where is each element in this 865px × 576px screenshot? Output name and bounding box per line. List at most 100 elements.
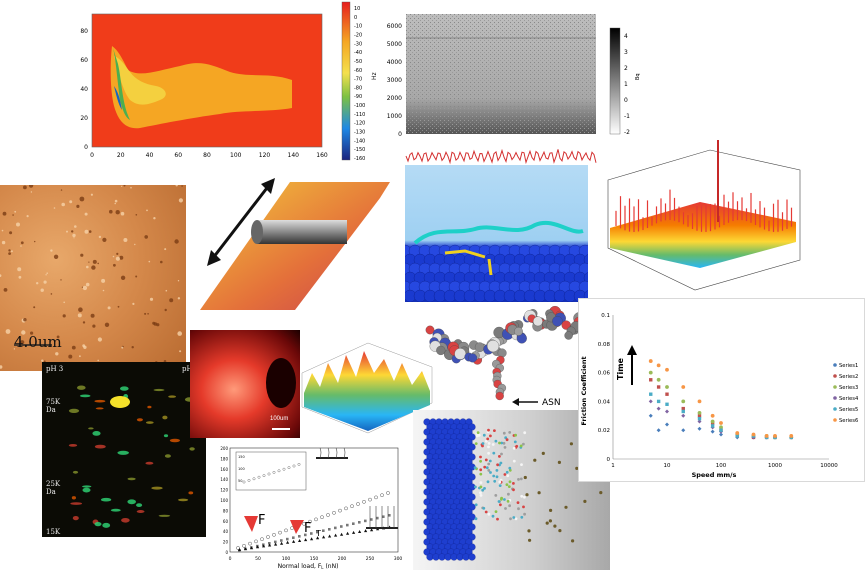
ion-particle [498,484,502,487]
afm-particle [88,230,92,233]
afm-particle [77,313,82,318]
asn-label: ASN [542,398,561,408]
gel-spot [95,407,104,410]
fluorescence-image: 100um [190,330,300,438]
load-marker-square [316,530,319,534]
load-marker-triangle [250,546,254,550]
load-marker-triangle [334,533,338,537]
ion-particle [474,442,478,445]
afm-particle [104,322,110,327]
afm-particle [164,248,167,251]
load-marker-open [368,497,372,502]
friction-point [697,399,702,404]
friction-x-tick: 10 [664,463,671,469]
load-inset-markers [242,462,301,484]
load-marker-open [272,532,276,537]
gel-spot [145,461,154,465]
heatmap-y-tick: 20 [80,115,88,122]
inset-marker [242,480,246,484]
ion-particle [508,466,512,470]
terrain3d-svg [301,342,433,434]
gel-spot [68,444,78,447]
afm-particle [60,279,62,281]
ion-particle [479,485,483,489]
friction-point [719,425,723,430]
motion-arrow-tail [207,250,221,266]
heatmap-x-tick: 160 [316,152,328,159]
afm-particle [123,184,126,187]
ion-particle [517,507,520,511]
nanotube-atom [438,553,446,561]
nanotube-cylinder [423,418,476,561]
inset-marker [287,466,291,469]
afm-particle [1,240,6,245]
ion-particle [508,480,512,484]
afm-particle [164,308,167,312]
load-inset-ticks: 150 100 50 [238,455,245,483]
ion-particle [495,469,499,472]
load-marker-open [386,491,390,495]
ion-particle [498,455,501,458]
roller-schematic [195,170,395,320]
heatmap-region-yellow [114,56,166,105]
ion-particle [479,481,483,484]
gel-spot [71,496,76,500]
load-y-tick: 160 [220,467,228,472]
afm-particle [21,330,26,335]
molecule-atom [564,331,573,340]
ion-particle [473,466,477,470]
ion-particle [482,433,486,437]
afm-particle [114,199,118,203]
heatmap-cbar-tick: -150 [354,147,365,153]
afm-particle [120,275,126,280]
friction-point [665,402,669,406]
friction-point [665,385,669,389]
heatmap-cbar-tick: -30 [354,41,362,47]
load-marker-triangle [346,531,350,535]
afm-particle [116,252,119,255]
ion-particle [474,503,478,507]
afm-particle [144,312,147,315]
spectrogram-cbar-tick: -1 [624,113,630,120]
molecule-atom [533,316,543,327]
afm-particle [91,265,96,270]
friction-point [681,409,685,414]
heatmap-cbar-tick: -130 [354,130,365,136]
friction-x-tick: 10000 [820,463,838,469]
load-marker-triangle [364,529,368,533]
heatmap-cbar-tick: -40 [354,50,362,56]
afm-particle [14,210,17,213]
ion-particle [553,524,557,528]
friction-y-label: Friction Coefficient [580,356,588,425]
friction-point [751,432,756,437]
heatmap-colorbar [341,1,351,161]
afm-particle [5,329,11,334]
load-marker-square [262,543,265,546]
gel-spot [110,508,121,512]
ion-particle [494,510,498,513]
load-marker-square [268,542,271,545]
molecule-atom [436,345,446,356]
load-marker-open [338,508,342,513]
heatmap-x-tick: 80 [203,152,211,159]
afm-particle [121,185,123,187]
load-x-tick: 50 [255,556,261,562]
terrain3d-mesh [304,351,430,431]
heatmap-cbar-tick: -60 [354,68,362,74]
afm-particle [60,189,63,191]
f-label-2: F [304,521,311,536]
afm-particle [149,297,154,301]
afm-particle [68,354,73,359]
ion-particle [520,463,523,466]
motion-arrow [211,183,272,259]
spectrogram-y-label: Hz [371,72,378,80]
nanotube-atom [450,553,458,561]
spectrogram-y-tick: 2000 [387,95,402,102]
heatmap-cbar-tick: -140 [354,138,365,144]
f-label-2-sub: T [315,529,321,538]
nanotube-svg [423,418,603,561]
spectrogram-svg: 6000 5000 4000 3000 2000 1000 0 Hz 4 3 2… [371,14,641,165]
ion-particle [484,510,488,514]
ion-particle [491,514,495,518]
